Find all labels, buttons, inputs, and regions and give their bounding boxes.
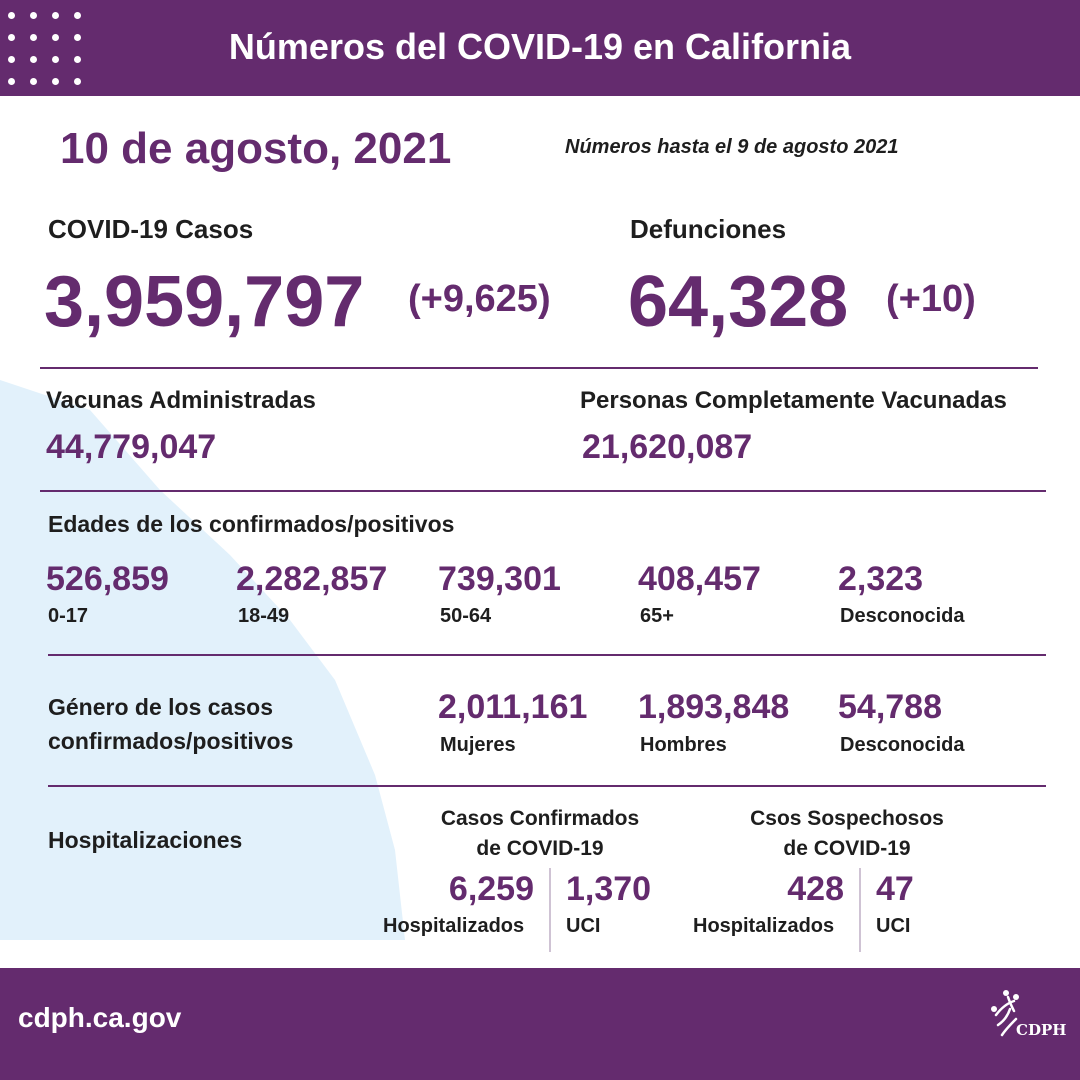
divider	[48, 785, 1046, 787]
deaths-label: Defunciones	[630, 214, 787, 244]
ages-title: Edades de los confirmados/positivos	[48, 511, 455, 537]
suspected-hospitalized-label: Hospitalizados	[693, 915, 835, 937]
confirmed-icu-value: 1,370	[566, 870, 652, 908]
deaths-total: 64,328	[628, 262, 849, 342]
confirmed-heading: Casos Confirmados de COVID-19	[390, 804, 690, 864]
age-group-value: 739,301	[438, 560, 561, 598]
gender-group-value: 2,011,161	[438, 688, 588, 726]
confirmed-hospitalized-label: Hospitalizados	[383, 915, 525, 937]
vaccines-label: Vacunas Administradas	[46, 387, 316, 414]
suspected-icu-value: 47	[876, 870, 914, 908]
divider	[40, 367, 1038, 369]
cases-total: 3,959,797	[44, 262, 365, 342]
confirmed-heading-line2: de COVID-19	[476, 837, 604, 860]
divider	[48, 654, 1046, 656]
age-group-label: Desconocida	[840, 605, 965, 627]
age-group-value: 2,282,857	[236, 560, 388, 598]
vaccines-total: 44,779,047	[46, 428, 217, 466]
age-group-value: 526,859	[46, 560, 169, 598]
age-group-label: 18-49	[238, 605, 290, 627]
website-link[interactable]: cdph.ca.gov	[18, 1002, 182, 1033]
cases-change: (+9,625)	[408, 278, 551, 320]
footer-bar: cdph.ca.gov	[0, 968, 1080, 1080]
suspected-hospitalized-value: 428	[787, 870, 844, 908]
logo-text: CDPH	[1016, 1021, 1066, 1039]
fully-vaccinated-label: Personas Completamente Vacunadas	[580, 387, 1007, 414]
gender-title-line1: Género de los casos	[48, 694, 273, 720]
gender-group-label: Hombres	[640, 734, 727, 756]
age-group-label: 65+	[640, 605, 674, 627]
gender-group-value: 54,788	[838, 688, 942, 726]
gender-group-label: Mujeres	[440, 734, 516, 756]
page-title: Números del COVID-19 en California	[228, 26, 852, 67]
report-date: 10 de agosto, 2021	[60, 124, 452, 173]
gender-group-value: 1,893,848	[638, 688, 790, 726]
gender-group-label: Desconocida	[840, 734, 965, 756]
age-group-label: 0-17	[48, 605, 89, 627]
california-map-shape	[0, 380, 405, 940]
fully-vaccinated-total: 21,620,087	[582, 428, 753, 466]
hospitalizations-title: Hospitalizaciones	[48, 827, 243, 853]
age-group-value: 2,323	[838, 560, 924, 598]
data-as-of-note: Números hasta el 9 de agosto 2021	[565, 136, 899, 158]
age-group-value: 408,457	[638, 560, 761, 598]
deaths-change: (+10)	[886, 278, 976, 320]
suspected-icu-label: UCI	[876, 915, 911, 937]
cdph-logo-icon: CDPH	[991, 990, 1066, 1039]
suspected-heading-line2: de COVID-19	[783, 837, 911, 860]
age-group-label: 50-64	[440, 605, 492, 627]
cases-label: COVID-19 Casos	[48, 214, 254, 244]
gender-title-line2: confirmados/positivos	[48, 728, 294, 754]
confirmed-hospitalized-value: 6,259	[448, 870, 534, 908]
suspected-heading-line1: Csos Sospechosos	[750, 807, 944, 830]
divider	[549, 868, 551, 952]
dots-decoration	[8, 6, 88, 86]
header-bar: Números del COVID-19 en California	[0, 0, 1080, 96]
confirmed-heading-line1: Casos Confirmados	[440, 807, 640, 830]
suspected-heading: Csos Sospechosos de COVID-19	[697, 804, 997, 864]
confirmed-icu-label: UCI	[566, 915, 601, 937]
divider	[40, 490, 1046, 492]
divider	[859, 868, 861, 952]
